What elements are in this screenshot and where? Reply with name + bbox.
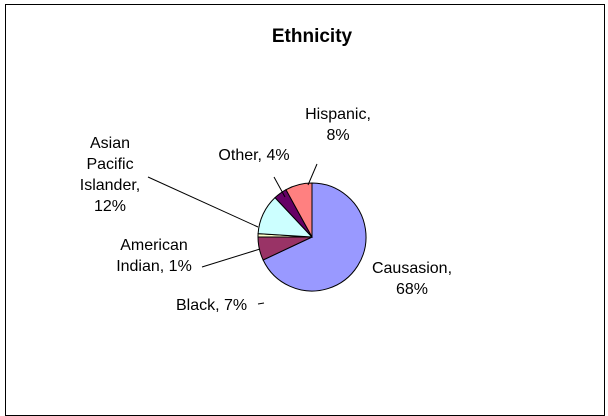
pie-chart: Ethnicity Causasion, 68% Black, 7% American… bbox=[80, 26, 452, 314]
leader-line-black bbox=[257, 302, 265, 305]
chart-title: Ethnicity bbox=[272, 26, 353, 47]
data-label-black: Black, 7% bbox=[176, 297, 247, 314]
leader-line-hispanic bbox=[307, 163, 318, 186]
pie-slice-causasion bbox=[262, 182, 367, 292]
data-label-other: Other, 4% bbox=[218, 147, 289, 164]
data-label-causasion: Causasion, 68% bbox=[372, 260, 452, 298]
data-label-hispanic: Hispanic, 8% bbox=[305, 106, 371, 144]
data-label-american-indian: American Indian, 1% bbox=[116, 237, 192, 275]
leader-line-american-indian bbox=[201, 248, 261, 268]
chart-frame: Ethnicity Causasion, 68% Black, 7% American… bbox=[5, 4, 605, 416]
data-label-asian-pacific-islander: Asian Pacific Islander, 12% bbox=[80, 135, 140, 215]
leader-line-asian-pacific-islander bbox=[147, 176, 259, 228]
leader-line-other bbox=[273, 176, 286, 198]
pie-slice-hispanic bbox=[285, 182, 313, 238]
